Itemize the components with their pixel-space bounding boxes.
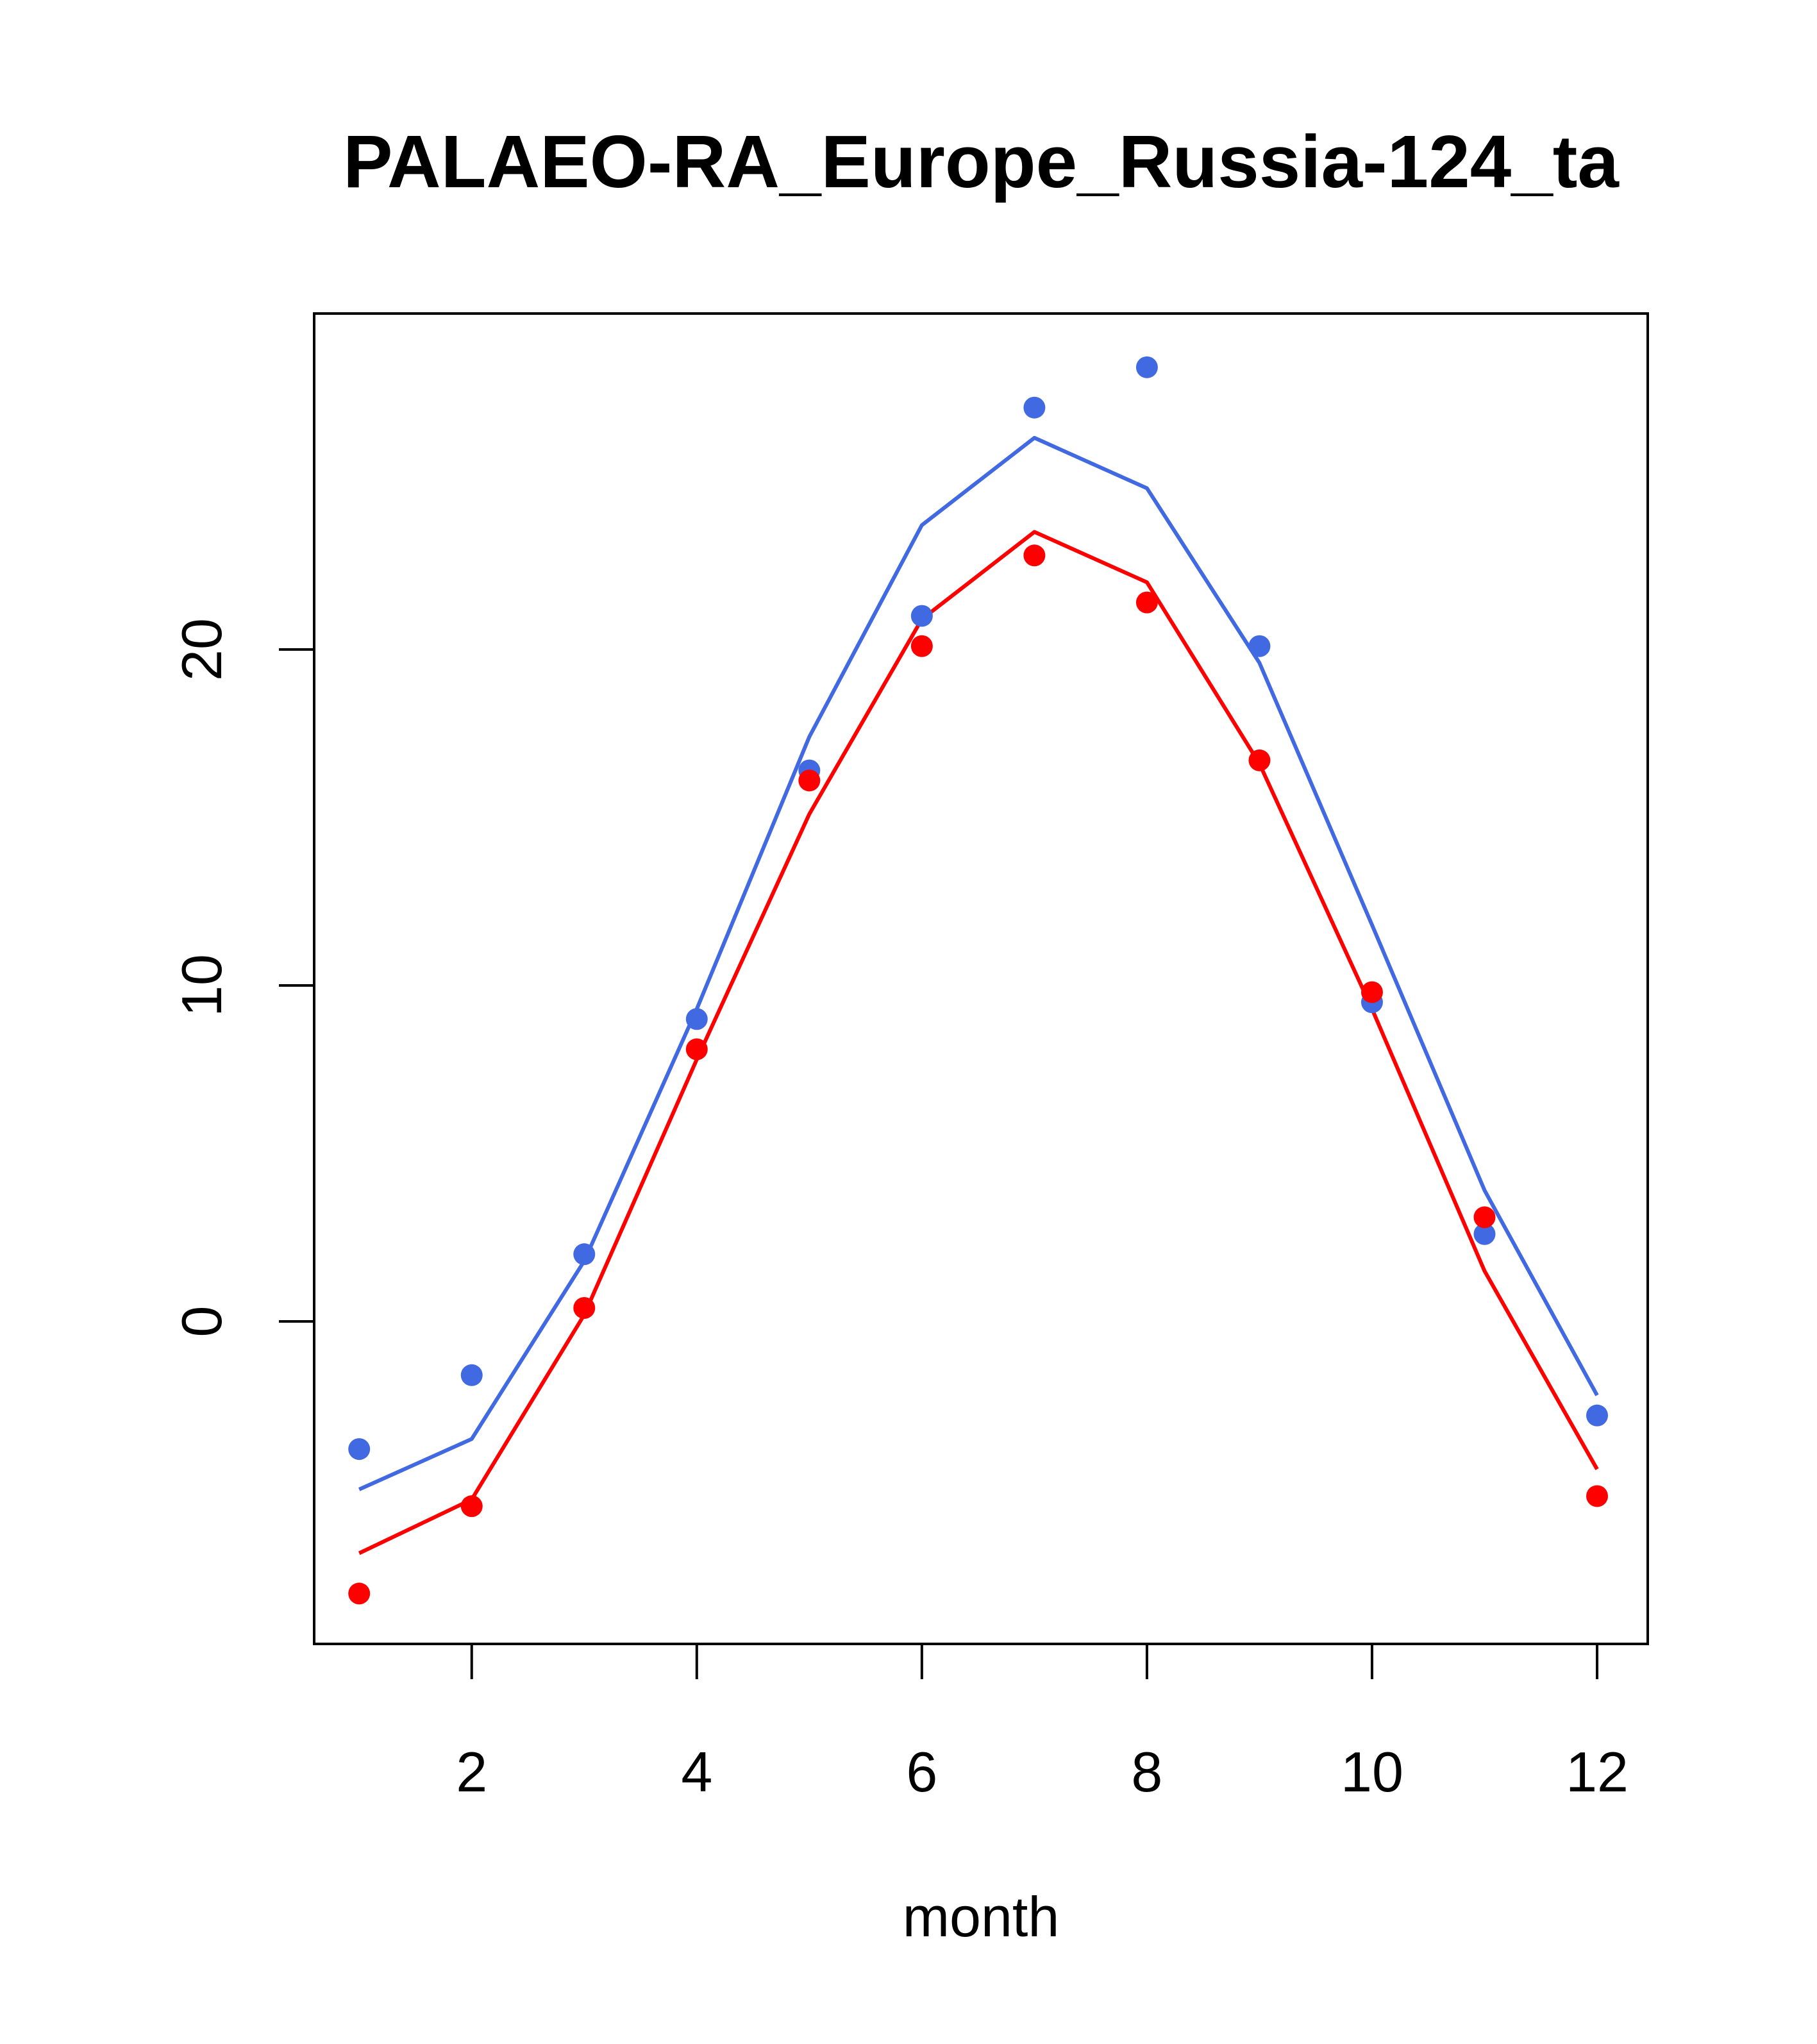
series-1-point <box>1586 1404 1609 1427</box>
series-2-point <box>1586 1485 1609 1507</box>
series-1-point <box>910 605 933 627</box>
series-2-point <box>1248 749 1271 771</box>
series-1-point <box>1248 635 1271 657</box>
y-tick-label: 10 <box>170 954 233 1017</box>
series-1-point <box>1473 1223 1496 1245</box>
y-tick-label: 20 <box>170 618 233 681</box>
series-2-point <box>798 769 821 792</box>
series-layer <box>348 356 1609 1605</box>
x-axis: 2 4 6 8 10 12 <box>456 1643 1629 1804</box>
x-tick-label: 6 <box>906 1740 937 1804</box>
x-tick-label: 8 <box>1131 1740 1162 1804</box>
series-2-point <box>348 1582 371 1605</box>
chart-title: PALAEO-RA_Europe_Russia-124_ta <box>343 120 1620 203</box>
x-tick-label: 2 <box>456 1740 487 1804</box>
x-tick-label: 10 <box>1341 1740 1403 1804</box>
y-tick-label: 0 <box>170 1305 233 1337</box>
series-2-point <box>460 1495 483 1518</box>
series-2-point <box>685 1038 708 1060</box>
series-2-point <box>910 635 933 657</box>
series-2-point <box>1473 1206 1496 1228</box>
y-axis: 0 10 20 <box>170 618 315 1337</box>
series-1-point <box>1135 356 1158 378</box>
series-1-point <box>1023 396 1046 419</box>
x-tick-label: 12 <box>1566 1740 1629 1804</box>
plot-frame <box>313 312 1649 1645</box>
series-2-point <box>1023 544 1046 567</box>
x-tick-label: 4 <box>681 1740 712 1804</box>
series-2-point <box>1361 981 1383 1003</box>
series-2-line <box>358 530 1599 1555</box>
x-axis-label: month <box>903 1885 1060 1948</box>
series-1-point <box>573 1243 596 1266</box>
series-2-point <box>573 1297 596 1319</box>
series-1-line <box>358 435 1599 1491</box>
series-1-point <box>348 1438 371 1461</box>
series-1-point <box>685 1008 708 1030</box>
series-2-point <box>1135 591 1158 614</box>
series-1-point <box>460 1364 483 1386</box>
